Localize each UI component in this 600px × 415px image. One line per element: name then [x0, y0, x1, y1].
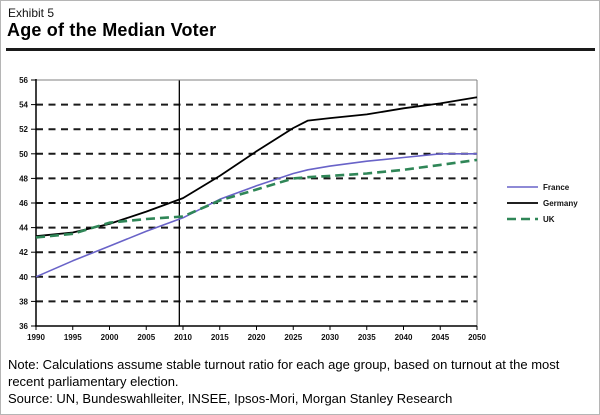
- y-tick-label-56: 56: [19, 76, 28, 85]
- y-tick-label-46: 46: [19, 199, 28, 208]
- footnotes: Note: Calculations assume stable turnout…: [8, 356, 568, 407]
- x-tick-label-2045: 2045: [431, 333, 449, 342]
- y-tick-label-38: 38: [19, 297, 28, 306]
- x-tick-label-2005: 2005: [137, 333, 155, 342]
- x-tick-label-2040: 2040: [395, 333, 413, 342]
- legend-label-france: France: [543, 183, 570, 192]
- y-tick-label-54: 54: [19, 101, 28, 110]
- y-tick-label-44: 44: [19, 224, 28, 233]
- series-line-france: [35, 153, 477, 278]
- legend-label-uk: UK: [543, 215, 555, 224]
- x-tick-label-2015: 2015: [211, 333, 229, 342]
- x-tick-label-2050: 2050: [468, 333, 486, 342]
- y-tick-label-36: 36: [19, 322, 28, 331]
- x-tick-label-1990: 1990: [27, 333, 45, 342]
- y-tick-label-50: 50: [19, 150, 28, 159]
- series-line-uk: [35, 158, 478, 239]
- x-tick-label-1995: 1995: [64, 333, 82, 342]
- x-tick-label-2030: 2030: [321, 333, 339, 342]
- median-voter-chart: 36 38 40 42 44 46 48 50 52 54 56 1990 1995 2000 2005 20…: [1, 59, 599, 353]
- x-tick-label-2025: 2025: [284, 333, 302, 342]
- series-line-germany: [35, 96, 478, 238]
- source-text: Source: UN, Bundeswahlleiter, INSEE, Ips…: [8, 391, 453, 406]
- x-tick-label-2035: 2035: [358, 333, 376, 342]
- exhibit-label: Exhibit 5: [8, 6, 55, 20]
- page-title: Age of the Median Voter: [7, 20, 217, 40]
- x-tick-label-2010: 2010: [174, 333, 192, 342]
- y-tick-label-40: 40: [19, 273, 28, 282]
- x-tick-label-2020: 2020: [248, 333, 266, 342]
- legend-label-germany: Germany: [543, 199, 578, 208]
- y-tick-label-48: 48: [19, 174, 28, 183]
- title-divider: [6, 48, 595, 51]
- chart-canvas: 36 38 40 42 44 46 48 50 52 54 56 1990 1995 2000 2005 20…: [19, 76, 578, 342]
- y-tick-label-52: 52: [19, 125, 28, 134]
- y-tick-label-42: 42: [19, 248, 28, 257]
- note-text: Note: Calculations assume stable turnout…: [8, 357, 560, 389]
- x-tick-label-2000: 2000: [101, 333, 119, 342]
